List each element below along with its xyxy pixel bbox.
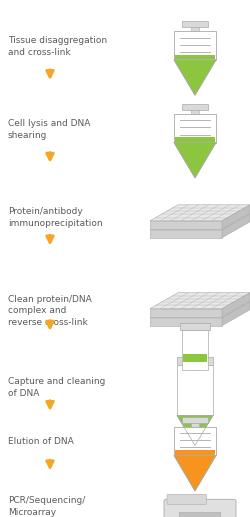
Polygon shape bbox=[150, 230, 222, 238]
Polygon shape bbox=[175, 55, 215, 59]
Polygon shape bbox=[150, 293, 250, 309]
Polygon shape bbox=[182, 104, 208, 110]
Text: Capture and cleaning
of DNA: Capture and cleaning of DNA bbox=[8, 377, 106, 398]
Polygon shape bbox=[177, 366, 213, 416]
Text: Cell lysis and DNA
shearing: Cell lysis and DNA shearing bbox=[8, 119, 90, 140]
Polygon shape bbox=[222, 205, 250, 229]
Polygon shape bbox=[177, 416, 213, 446]
Polygon shape bbox=[150, 205, 250, 221]
FancyBboxPatch shape bbox=[167, 494, 206, 504]
Polygon shape bbox=[183, 355, 207, 362]
Polygon shape bbox=[174, 60, 216, 95]
Polygon shape bbox=[222, 214, 250, 238]
Polygon shape bbox=[174, 455, 216, 491]
Polygon shape bbox=[174, 143, 216, 178]
Polygon shape bbox=[150, 221, 222, 229]
Polygon shape bbox=[175, 450, 215, 455]
Text: Protein/antibody
immunoprecipitation: Protein/antibody immunoprecipitation bbox=[8, 207, 103, 227]
Polygon shape bbox=[222, 302, 250, 326]
Polygon shape bbox=[182, 330, 208, 370]
FancyBboxPatch shape bbox=[179, 512, 221, 517]
Polygon shape bbox=[191, 110, 199, 114]
Polygon shape bbox=[174, 60, 216, 95]
Polygon shape bbox=[174, 143, 216, 178]
Polygon shape bbox=[150, 317, 222, 326]
Polygon shape bbox=[182, 417, 208, 423]
Polygon shape bbox=[191, 423, 199, 427]
Polygon shape bbox=[180, 324, 210, 330]
Text: Clean protein/DNA
complex and
reverse cross-link: Clean protein/DNA complex and reverse cr… bbox=[8, 295, 92, 327]
Polygon shape bbox=[150, 302, 250, 317]
FancyBboxPatch shape bbox=[164, 499, 236, 517]
Text: PCR/Sequencing/
Microarray: PCR/Sequencing/ Microarray bbox=[8, 496, 85, 517]
Text: Elution of DNA: Elution of DNA bbox=[8, 437, 74, 446]
Polygon shape bbox=[222, 293, 250, 317]
Polygon shape bbox=[174, 31, 216, 60]
Polygon shape bbox=[177, 416, 213, 446]
Polygon shape bbox=[150, 214, 250, 230]
Polygon shape bbox=[182, 21, 208, 27]
Polygon shape bbox=[177, 357, 213, 366]
Polygon shape bbox=[174, 427, 216, 455]
Polygon shape bbox=[191, 27, 199, 31]
Text: Tissue disaggregation
and cross-link: Tissue disaggregation and cross-link bbox=[8, 36, 107, 57]
Polygon shape bbox=[174, 114, 216, 143]
Polygon shape bbox=[150, 309, 222, 317]
Polygon shape bbox=[174, 455, 216, 491]
Polygon shape bbox=[175, 138, 215, 142]
